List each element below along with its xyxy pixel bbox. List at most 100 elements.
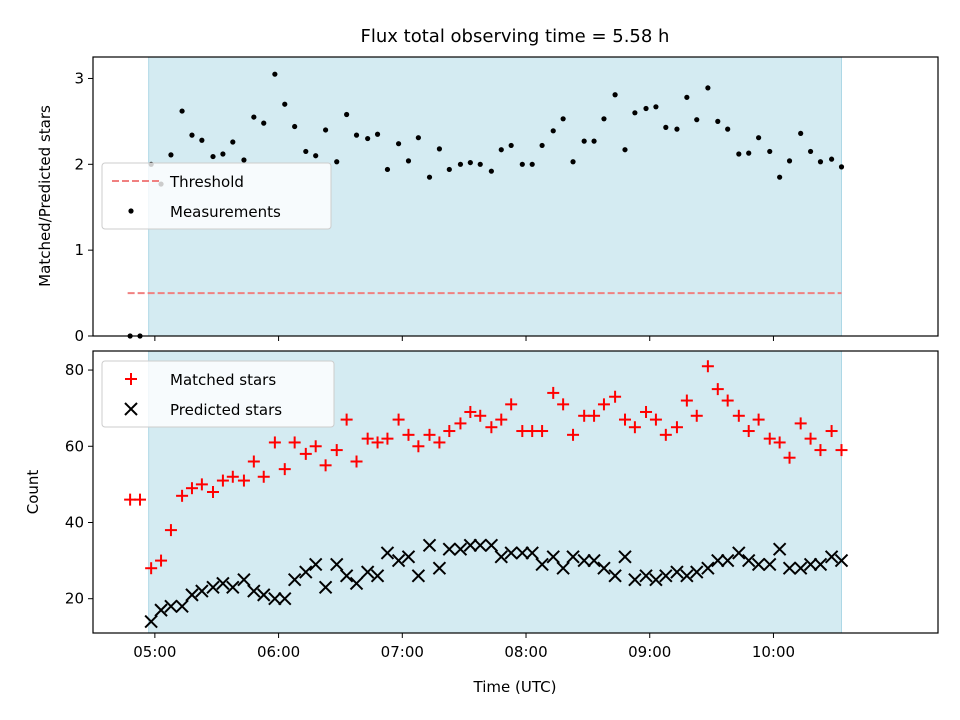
predicted-star-point [587, 553, 601, 568]
measurement-point [519, 161, 525, 167]
predicted-star-point [339, 569, 354, 583]
measurement-point [230, 139, 236, 145]
legend-threshold-label: Threshold [169, 173, 244, 191]
measurement-point [591, 138, 597, 144]
matched-star-point [195, 478, 208, 491]
measurement-point [168, 152, 174, 158]
x-tick-label: 08:00 [504, 643, 547, 661]
y-tick-label: 20 [65, 590, 84, 608]
predicted-star-point [649, 572, 663, 587]
predicted-star-point [763, 557, 777, 572]
matched-star-point [742, 425, 755, 438]
predicted-star-point [803, 557, 818, 572]
bottom-legend-box [101, 360, 335, 428]
predicted-star-point [515, 546, 530, 560]
predicted-star-point [432, 561, 447, 575]
matched-star-point [299, 447, 312, 460]
measurement-point [261, 120, 267, 126]
measurement-point [457, 161, 464, 167]
predicted-star-point [566, 550, 580, 564]
predicted-star-point [330, 557, 344, 572]
matched-star-point [134, 493, 147, 506]
bottom-x-ticks: 05:00 06:00 07:00 08:00 09:00 10:00 [133, 633, 795, 661]
measurement-point [838, 164, 845, 170]
matched-star-point [690, 409, 703, 422]
y-tick-label: 80 [65, 361, 84, 379]
x-tick-label: 07:00 [381, 643, 424, 661]
matched-star-point [680, 394, 693, 407]
measurement-point [179, 108, 185, 114]
measurement-point [303, 148, 309, 155]
legend-predicted-label: Predicted stars [170, 401, 282, 419]
top-y-ticks: 0 1 2 3 [74, 69, 93, 345]
measurement-point [529, 161, 535, 167]
predicted-star-point [504, 546, 518, 560]
measurement-point [663, 124, 669, 130]
predicted-star-point [360, 565, 375, 579]
matched-star-point [794, 417, 807, 430]
predicted-star-point [216, 576, 230, 591]
measurement-point [767, 148, 773, 155]
measurement-point [807, 148, 814, 155]
matched-star-point [350, 455, 363, 468]
matched-star-point [145, 562, 158, 575]
measurement-point [508, 142, 514, 149]
matched-star-point [371, 436, 384, 449]
measurement-point [581, 138, 587, 144]
predicted-star-point [690, 565, 704, 579]
predicted-star-point [175, 599, 189, 614]
predicted-star-point [206, 580, 220, 594]
predicted-star-point [813, 557, 828, 572]
measurement-point [426, 174, 433, 180]
measurement-point [488, 168, 494, 174]
measurement-point [570, 159, 576, 165]
matched-star-point [670, 421, 683, 434]
predicted-star-point [618, 550, 632, 564]
predicted-star-point [154, 603, 168, 617]
matched-star-point [392, 413, 405, 426]
y-tick-label: 40 [65, 513, 84, 531]
predicted-star-point [597, 561, 611, 575]
matched-star-point [536, 425, 549, 438]
measurement-point [798, 130, 804, 137]
matched-star-point [752, 413, 765, 426]
predicted-star-point [732, 546, 746, 560]
matched-star-point [361, 432, 374, 445]
predicted-star-point [226, 580, 240, 594]
bottom-y-axis-label: Count [24, 470, 42, 515]
matched-star-point [711, 383, 724, 396]
measurement-point [736, 151, 742, 157]
predicted-star-point [318, 580, 333, 594]
predicted-star-point [268, 591, 282, 606]
measurement-point [272, 71, 278, 77]
measurement-point [199, 137, 205, 143]
matched-star-point [330, 444, 343, 457]
predicted-star-point [711, 553, 725, 568]
matched-star-point [588, 409, 601, 422]
matched-star-point [288, 436, 301, 449]
measurement-point [632, 110, 638, 116]
predicted-star-point [680, 569, 694, 583]
predicted-star-point [144, 614, 158, 629]
predicted-star-point [185, 588, 199, 602]
legend-measurements-swatch [128, 208, 134, 214]
top-x-ticks [154, 336, 774, 341]
measurement-point [746, 150, 752, 156]
matched-star-point [412, 440, 425, 453]
predicted-star-point [349, 576, 364, 591]
predicted-star-point [453, 542, 468, 556]
matched-star-point [557, 398, 570, 411]
chart-title: Flux total observing time = 5.58 h [361, 26, 670, 47]
predicted-star-point [380, 546, 395, 560]
matched-star-point [443, 425, 456, 438]
measurement-point [436, 146, 443, 152]
predicted-star-point [247, 584, 261, 598]
matched-star-point [257, 470, 270, 483]
measurement-point [477, 161, 483, 167]
measurement-point [384, 166, 391, 173]
matched-star-point [732, 409, 745, 422]
bottom-legend: Matched stars Predicted stars [101, 360, 335, 428]
measurement-point [550, 128, 556, 134]
